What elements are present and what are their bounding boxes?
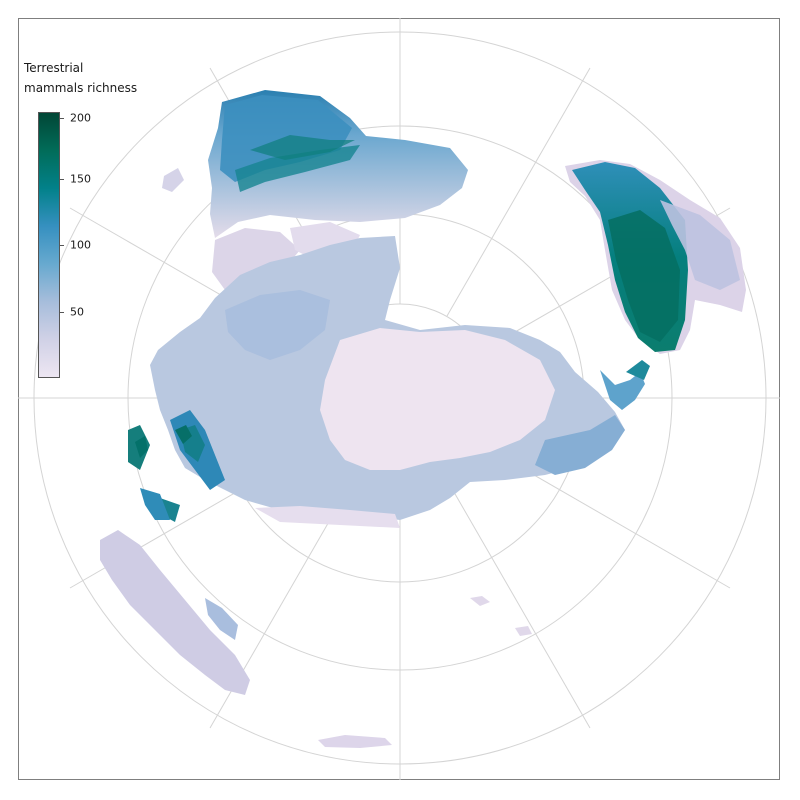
legend-tick-mark bbox=[60, 178, 64, 180]
high-richness-hotspots bbox=[135, 425, 192, 458]
africa-landmass bbox=[162, 90, 468, 238]
legend-tick-mark bbox=[60, 245, 64, 246]
legend-tick-label: 100 bbox=[70, 238, 91, 252]
legend-colorbar bbox=[38, 112, 60, 378]
legend-tick-mark bbox=[60, 118, 64, 119]
legend-title-line2: mammals richness bbox=[24, 81, 138, 95]
legend-tick-label: 200 bbox=[70, 111, 91, 125]
legend-tick-label: 150 bbox=[70, 172, 91, 185]
americas-landmass bbox=[565, 160, 746, 354]
legend-title: Terrestrial mammals richness bbox=[24, 58, 137, 98]
legend-tick-mark bbox=[60, 311, 64, 313]
legend: Terrestrial mammals richness 200 150 100 50 bbox=[24, 58, 137, 378]
australia-landmass bbox=[100, 530, 532, 748]
eurasia-landmass bbox=[128, 236, 650, 528]
legend-title-line1: Terrestrial bbox=[24, 61, 84, 75]
legend-tick-label: 50 bbox=[70, 305, 84, 318]
